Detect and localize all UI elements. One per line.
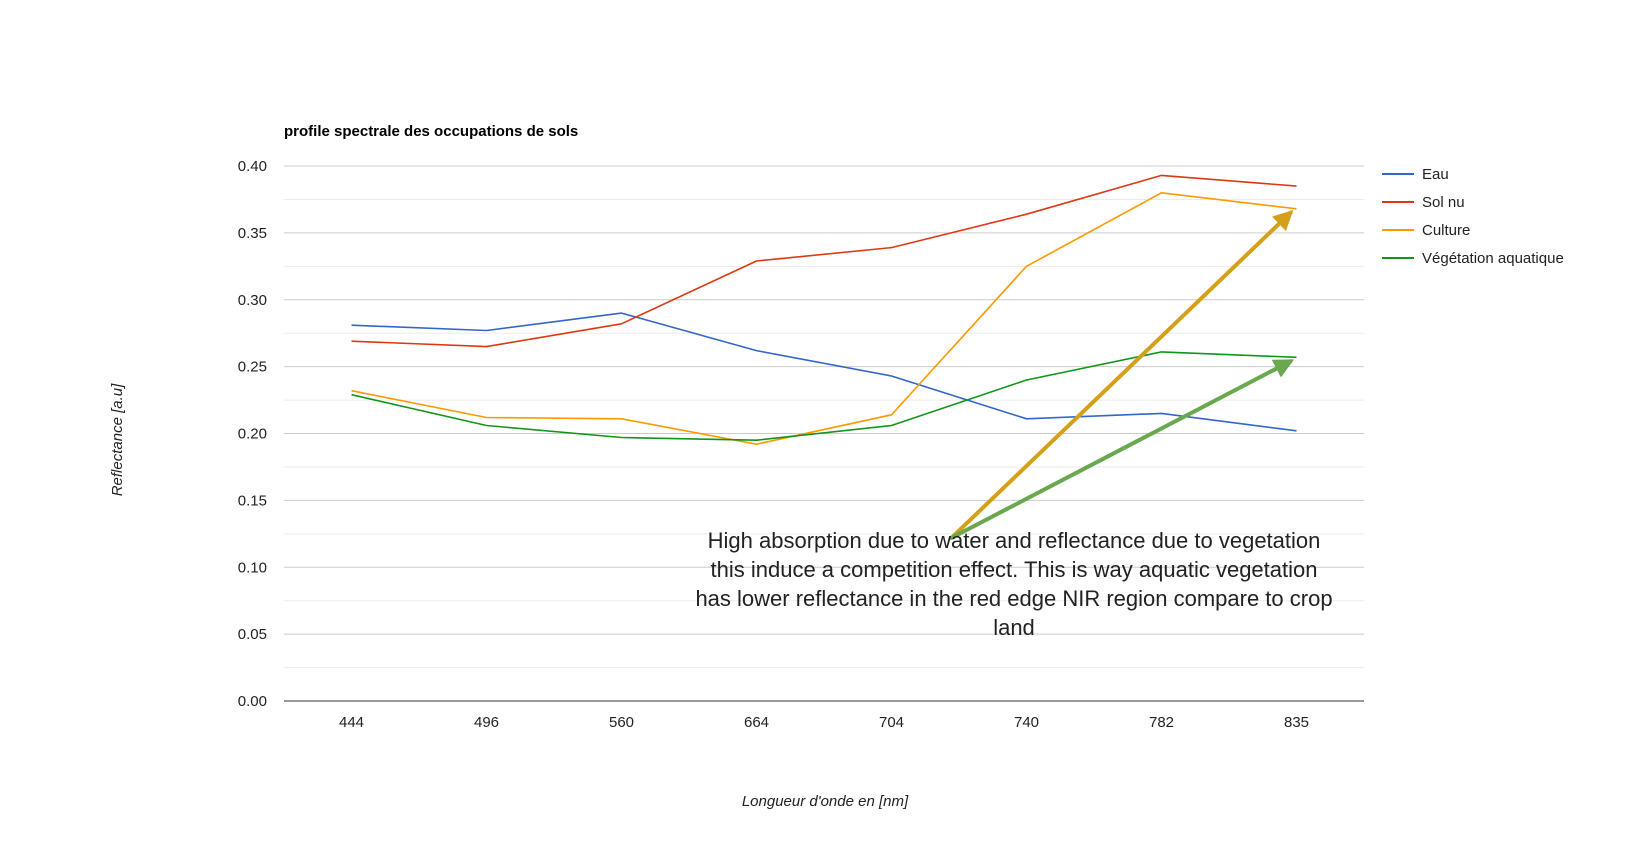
y-tick-label: 0.25 bbox=[238, 359, 267, 376]
y-tick-label: 0.05 bbox=[238, 626, 267, 643]
legend-entry: Sol nu bbox=[1422, 194, 1465, 211]
y-axis-label: Reflectance [a.u] bbox=[109, 383, 126, 496]
annotation-arrow bbox=[949, 359, 1295, 540]
annotation-arrows bbox=[949, 210, 1295, 540]
legend-entry: Végétation aquatique bbox=[1422, 250, 1564, 267]
y-tick-label: 0.10 bbox=[238, 559, 267, 576]
legend: Eau Sol nu Culture Végétation aquatique bbox=[1382, 166, 1564, 267]
y-tick-label: 0.40 bbox=[238, 158, 267, 175]
series-lines bbox=[351, 174, 1297, 446]
legend-entry: Eau bbox=[1422, 166, 1449, 183]
x-tick-label: 496 bbox=[474, 714, 499, 731]
series-line-sol-nu bbox=[351, 174, 1297, 348]
annotation-line: land bbox=[993, 615, 1035, 640]
x-tick-label: 782 bbox=[1149, 714, 1174, 731]
annotation-line: this induce a competition effect. This i… bbox=[711, 557, 1318, 582]
x-tick-label: 560 bbox=[609, 714, 634, 731]
annotation-line: High absorption due to water and reflect… bbox=[708, 528, 1321, 553]
x-tick-label: 740 bbox=[1014, 714, 1039, 731]
y-tick-label: 0.20 bbox=[238, 426, 267, 443]
x-tick-label: 704 bbox=[879, 714, 904, 731]
annotation-text: High absorption due to water and reflect… bbox=[695, 528, 1332, 640]
y-tick-label: 0.00 bbox=[238, 693, 267, 710]
annotation-line: has lower reflectance in the red edge NI… bbox=[695, 586, 1332, 611]
gridlines bbox=[284, 165, 1364, 669]
chart-title: profile spectrale des occupations de sol… bbox=[284, 123, 578, 140]
legend-entry: Culture bbox=[1422, 222, 1470, 239]
annotation-arrow bbox=[949, 210, 1294, 540]
y-tick-label: 0.15 bbox=[238, 492, 267, 509]
y-axis-ticks: 0.00 0.05 0.10 0.15 0.20 0.25 0.30 0.35 0.40 bbox=[238, 158, 267, 710]
x-axis-ticks: 444 496 560 664 704 740 782 835 bbox=[339, 714, 1309, 731]
x-tick-label: 835 bbox=[1284, 714, 1309, 731]
x-tick-label: 664 bbox=[744, 714, 769, 731]
series-line-v-g-tation-aquatique bbox=[351, 351, 1297, 442]
series-line-culture bbox=[351, 192, 1297, 446]
series-line-eau bbox=[351, 312, 1297, 432]
y-tick-label: 0.30 bbox=[238, 292, 267, 309]
y-tick-label: 0.35 bbox=[238, 225, 267, 242]
x-tick-label: 444 bbox=[339, 714, 364, 731]
x-axis-label: Longueur d'onde en [nm] bbox=[742, 793, 909, 810]
